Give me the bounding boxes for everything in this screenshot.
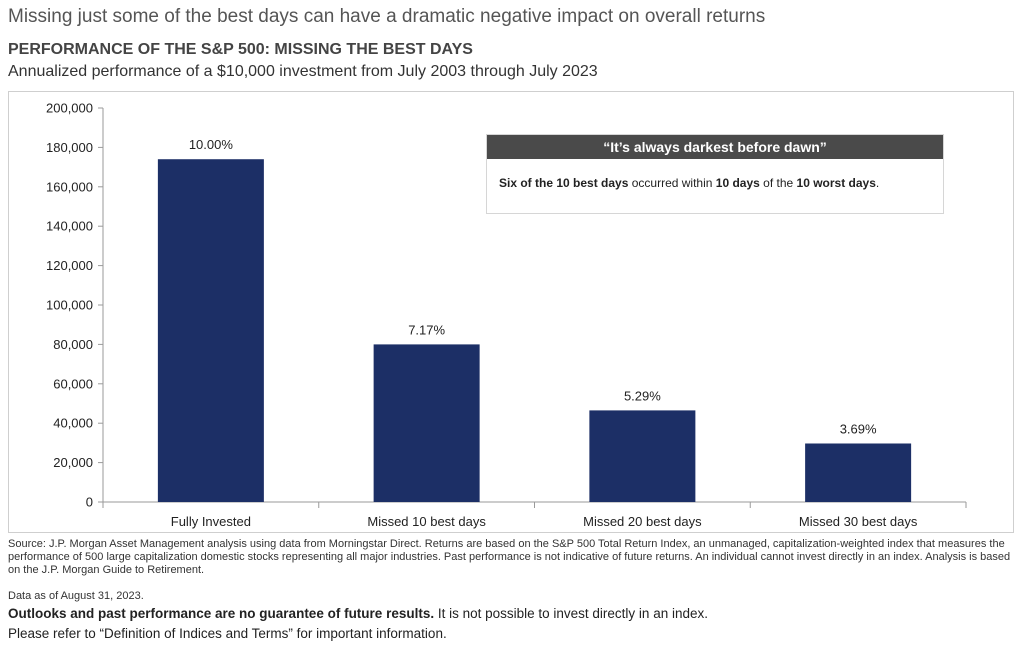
source-note: Source: J.P. Morgan Asset Management ana… [8, 538, 1011, 576]
y-tick-label: 40,000 [53, 416, 93, 431]
bar [373, 344, 480, 502]
callout-text-segment: . [875, 176, 880, 190]
callout-text-segment: 10 days [715, 176, 760, 190]
y-tick-label: 0 [86, 495, 93, 510]
bar [157, 159, 264, 502]
data-label: 10.00% [189, 137, 234, 152]
disclaimer-rest: It is not possible to invest directly in… [434, 606, 708, 621]
y-tick-label: 100,000 [46, 298, 93, 313]
y-tick-label: 20,000 [53, 455, 93, 470]
category-label: Missed 20 best days [583, 514, 702, 529]
chart-subtitle: Annualized performance of a $10,000 inve… [8, 63, 598, 80]
refer-note: Please refer to “Definition of Indices a… [8, 626, 447, 641]
bar [805, 443, 912, 502]
y-tick-label: 180,000 [46, 140, 93, 155]
chart-frame [8, 91, 1014, 533]
category-label: Missed 30 best days [799, 514, 918, 529]
data-label: 3.69% [840, 421, 877, 436]
callout-title: “It’s always darkest before dawn” [487, 135, 943, 159]
y-tick-label: 160,000 [46, 179, 93, 194]
data-as-of: Data as of August 31, 2023. [8, 590, 144, 602]
y-tick-label: 200,000 [46, 101, 93, 116]
y-tick-label: 60,000 [53, 376, 93, 391]
callout-text-segment: of the [759, 176, 797, 190]
callout-text: Six of the 10 best days occurred within … [487, 159, 943, 190]
callout-text-segment: Six of the [499, 176, 557, 190]
y-tick-label: 80,000 [53, 337, 93, 352]
callout-box: “It’s always darkest before dawn” Six of… [486, 134, 944, 214]
bar-chart: 0 20,000 40,000 60,000 80,000 100,000 120,000 1… [46, 101, 967, 529]
callout-text-segment: 10 worst days [796, 176, 876, 190]
callout-text-segment: occurred within [628, 176, 716, 190]
bar [589, 410, 696, 502]
category-label: Missed 10 best days [367, 514, 486, 529]
callout-text-segment: 10 best days [556, 176, 629, 190]
disclaimer-bold: Outlooks and past performance are no gua… [8, 606, 435, 621]
data-label: 7.17% [408, 322, 445, 337]
category-label: Fully Invested [171, 514, 251, 529]
y-tick-label: 120,000 [46, 258, 93, 273]
y-tick-label: 140,000 [46, 219, 93, 234]
disclaimer: Outlooks and past performance are no gua… [8, 606, 708, 621]
chart-title: PERFORMANCE OF THE S&P 500: MISSING THE … [8, 41, 473, 58]
headline: Missing just some of the best days can h… [8, 6, 766, 27]
data-label: 5.29% [624, 388, 661, 403]
